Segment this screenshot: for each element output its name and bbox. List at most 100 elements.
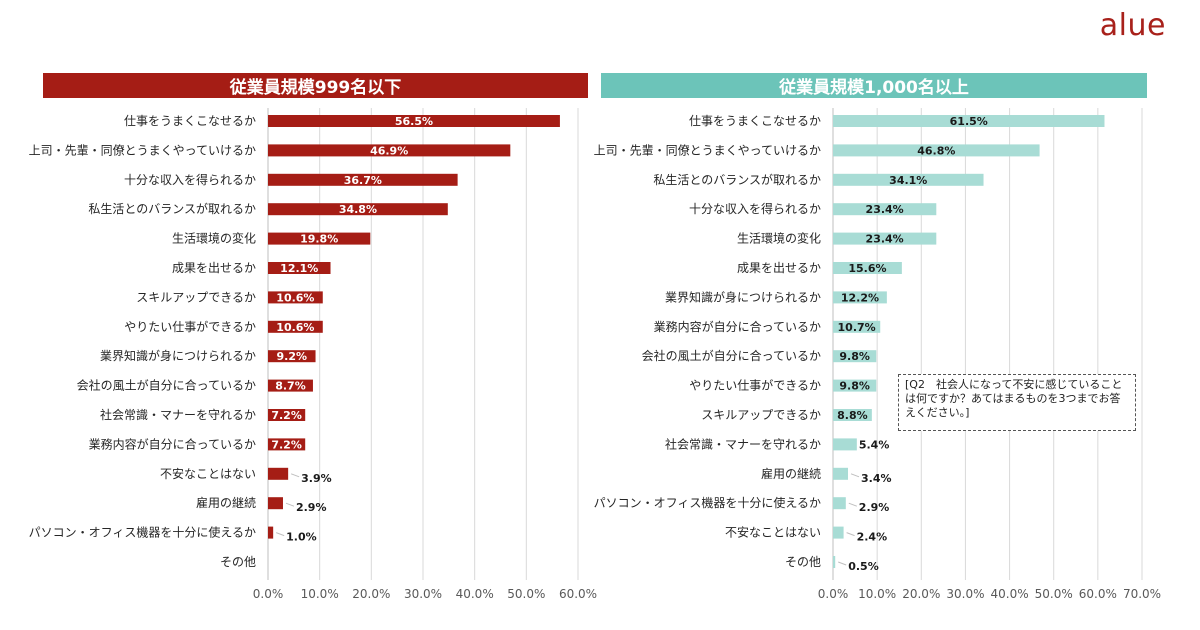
right-bar (833, 173, 984, 186)
right-category-label: 仕事をうまくこなせるか (689, 114, 821, 128)
left-x-tick-label: 50.0% (507, 587, 545, 601)
left-data-label: 34.8% (339, 203, 377, 216)
right-data-label: 8.8% (837, 409, 868, 422)
right-data-label: 23.4% (866, 203, 904, 216)
left-x-tick-label: 30.0% (404, 587, 442, 601)
right-data-label: 0.5% (848, 560, 879, 573)
left-x-tick-label: 10.0% (301, 587, 339, 601)
left-data-label: 1.0% (286, 531, 317, 544)
right-bar (833, 438, 857, 451)
right-data-label: 23.4% (866, 233, 904, 246)
left-bar (268, 203, 448, 216)
left-category-label: スキルアップできるか (136, 290, 256, 304)
right-bar (833, 320, 881, 333)
left-category-label: 私生活とのバランスが取れるか (88, 201, 256, 216)
left-data-label: 7.2% (271, 438, 302, 451)
right-x-tick-label: 50.0% (1035, 587, 1073, 601)
left-x-tick-label: 40.0% (456, 587, 494, 601)
right-category-label: やりたい仕事ができるか (689, 378, 821, 393)
right-bar (833, 144, 1040, 157)
right-bar (833, 232, 937, 245)
right-x-tick-label: 60.0% (1079, 587, 1117, 601)
right-bar (833, 115, 1105, 127)
left-data-label: 19.8% (300, 233, 338, 246)
left-bar (268, 232, 371, 245)
right-bar (833, 556, 836, 568)
left-data-label: 7.2% (271, 409, 302, 422)
right-bar (833, 409, 872, 421)
left-bar (268, 409, 306, 421)
right-x-tick-label: 70.0% (1123, 587, 1161, 601)
right-data-label: 12.2% (841, 291, 879, 304)
left-bar (268, 438, 306, 451)
right-data-label: 2.4% (857, 531, 888, 544)
right-bar (833, 291, 887, 304)
right-bar (833, 350, 877, 363)
right-category-label: スキルアップできるか (701, 408, 821, 422)
right-leader-line (848, 502, 857, 507)
left-bar (268, 291, 323, 304)
left-category-label: 雇用の継続 (196, 495, 256, 510)
left-bar (268, 320, 323, 333)
right-bar (833, 379, 877, 392)
left-category-label: 会社の風土が自分に合っているか (77, 378, 256, 393)
left-data-label: 56.5% (395, 115, 433, 128)
right-category-label: 十分な収入を得られるか (689, 201, 821, 216)
right-category-label: 雇用の継続 (761, 466, 821, 481)
left-chart-title: 従業員規模999名以下 (43, 73, 588, 98)
right-x-tick-label: 20.0% (902, 587, 940, 601)
right-leader-line (850, 473, 860, 478)
right-leader-line (838, 561, 847, 566)
right-bar (833, 467, 849, 480)
right-x-tick-label: 30.0% (946, 587, 984, 601)
left-bar (268, 350, 316, 363)
left-data-label: 9.2% (277, 350, 308, 363)
left-category-label: 仕事をうまくこなせるか (124, 114, 256, 128)
left-leader-line (275, 532, 285, 537)
right-data-label: 46.8% (917, 144, 955, 157)
right-leader-line (846, 532, 855, 537)
left-category-label: その他 (220, 555, 256, 569)
left-data-label: 10.6% (276, 321, 314, 334)
left-data-label: 2.9% (296, 501, 327, 514)
right-data-label: 61.5% (950, 115, 988, 128)
right-category-label: パソコン・オフィス機器を十分に使えるか (594, 495, 821, 510)
left-data-label: 8.7% (275, 380, 306, 393)
right-data-label: 9.8% (839, 350, 870, 363)
left-data-label: 36.7% (344, 174, 382, 187)
left-category-label: 上司・先輩・同僚とうまくやっていけるか (29, 142, 256, 157)
left-category-label: 十分な収入を得られるか (124, 172, 256, 187)
right-bar (833, 497, 846, 510)
left-data-label: 12.1% (280, 262, 318, 275)
right-category-label: 業界知識が身につけられるか (665, 289, 821, 304)
left-bar (268, 115, 560, 127)
left-category-label: 成果を出せるか (172, 261, 256, 275)
right-bar (833, 526, 844, 539)
left-category-label: 生活環境の変化 (172, 231, 256, 246)
right-x-tick-label: 0.0% (818, 587, 849, 601)
left-data-label: 3.9% (301, 472, 332, 485)
right-category-label: 社会常識・マナーを守れるか (665, 436, 821, 451)
right-bar (833, 203, 937, 216)
right-data-label: 34.1% (889, 174, 927, 187)
left-bar (268, 497, 283, 510)
left-category-label: 社会常識・マナーを守れるか (100, 407, 256, 422)
left-leader-line (285, 502, 295, 507)
left-x-tick-label: 0.0% (253, 587, 284, 601)
left-bar-chart: 0.0% 10.0% 20.0% 30.0% 40.0% 50.0% 60.0% 仕事をうまく… (29, 108, 597, 601)
right-data-label: 2.9% (859, 501, 890, 514)
left-x-tick-label: 20.0% (352, 587, 390, 601)
right-data-label: 5.4% (859, 438, 890, 451)
left-category-label: 業界知識が身につけられるか (100, 348, 256, 363)
right-data-label: 10.7% (838, 321, 876, 334)
left-data-label: 46.9% (370, 144, 408, 157)
right-category-label: 不安なことはない (725, 525, 821, 540)
right-data-label: 15.6% (848, 262, 886, 275)
right-category-label: 会社の風土が自分に合っているか (642, 348, 821, 363)
right-category-label: その他 (785, 555, 821, 569)
left-bar (268, 467, 289, 480)
right-category-label: 上司・先輩・同僚とうまくやっていけるか (594, 142, 821, 157)
left-category-label: 不安なことはない (160, 466, 256, 481)
right-category-label: 成果を出せるか (737, 261, 821, 275)
